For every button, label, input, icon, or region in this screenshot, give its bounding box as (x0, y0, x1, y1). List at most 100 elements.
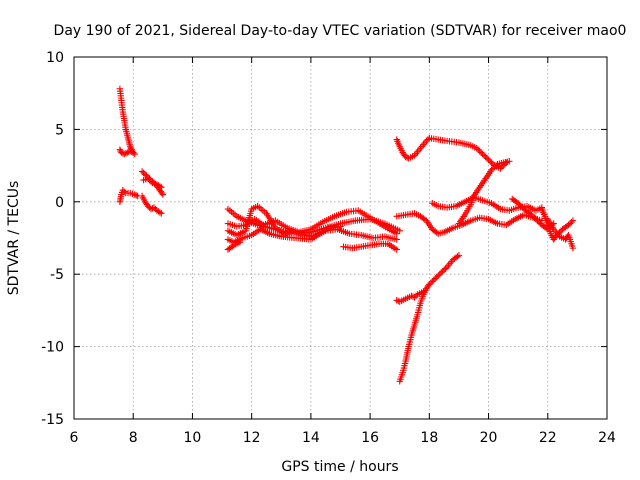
x-tick-label: 10 (184, 430, 202, 446)
data-point (442, 265, 449, 272)
data-point (528, 211, 535, 219)
data-point (492, 162, 500, 169)
data-point (236, 239, 244, 246)
data-point (531, 214, 538, 221)
y-tick-label: -10 (41, 340, 64, 356)
plot-area-border (73, 56, 608, 420)
series-arc-t (538, 205, 577, 243)
chart-title: Day 190 of 2021, Sidereal Day-to-day VTE… (54, 23, 627, 39)
x-tick-label: 24 (598, 430, 616, 446)
data-point (476, 147, 483, 155)
data-point (454, 253, 461, 260)
x-tick-label: 20 (480, 430, 498, 446)
data-point (516, 201, 523, 208)
data-point (506, 158, 513, 165)
data-point (147, 178, 155, 185)
data-point (430, 276, 437, 284)
data-point (411, 294, 418, 301)
series-arc-l (224, 239, 244, 253)
data-point (482, 153, 489, 161)
data-point (229, 243, 236, 250)
data-point (420, 288, 427, 295)
data-point (393, 236, 400, 243)
data-point (121, 188, 128, 195)
y-tick-label: 5 (55, 122, 64, 138)
series-arc-n (429, 194, 546, 214)
data-point (477, 149, 485, 156)
data-point (393, 230, 400, 237)
data-point (483, 155, 491, 162)
series-arc-f (140, 175, 165, 191)
series-arc-d (138, 192, 165, 217)
data-point (429, 278, 436, 285)
data-point (426, 281, 433, 288)
data-point (566, 220, 574, 227)
data-point (568, 218, 575, 226)
data-point (534, 217, 541, 224)
data-point (144, 202, 152, 210)
data-point (437, 269, 445, 276)
y-axis-tick-labels: -15 -10 -5 0 5 10 (41, 50, 64, 428)
data-point (146, 176, 153, 184)
series-arc-q (393, 288, 427, 305)
data-point (128, 148, 135, 156)
data-point (130, 149, 137, 156)
y-tick-label: -5 (50, 267, 64, 283)
data-point (488, 159, 495, 166)
data-point (122, 150, 130, 157)
data-point (455, 252, 463, 259)
data-point (440, 266, 448, 274)
data-point (132, 192, 140, 199)
data-point (569, 217, 577, 224)
data-point (489, 165, 497, 172)
data-point (158, 189, 166, 197)
data-point (127, 145, 135, 152)
series-arc-u (544, 215, 577, 252)
data-point (569, 244, 577, 252)
data-point (491, 163, 498, 171)
series-arc-r (455, 158, 513, 227)
data-point (526, 210, 534, 217)
data-point (436, 271, 443, 278)
data-point (138, 168, 146, 175)
data-point (517, 202, 525, 210)
y-tick-label: 0 (55, 195, 64, 211)
data-point (486, 158, 494, 165)
data-point (480, 152, 488, 159)
data-point (474, 146, 482, 153)
data-point (412, 292, 420, 300)
x-tick-label: 6 (70, 430, 79, 446)
series-arc-o (393, 210, 546, 237)
data-point (158, 210, 165, 217)
data-point (149, 205, 156, 212)
data-point (532, 215, 540, 223)
data-point (393, 246, 400, 253)
data-point (121, 150, 128, 158)
data-point (479, 150, 486, 158)
series-arc-k (340, 240, 400, 253)
data-point (435, 272, 442, 279)
data-point (156, 183, 164, 190)
data-point (432, 275, 439, 282)
data-point (150, 204, 158, 211)
y-tick-label: 10 (46, 50, 64, 66)
data-point (119, 187, 127, 194)
data-point (433, 273, 440, 281)
data-point (156, 209, 164, 216)
x-tick-label: 14 (302, 430, 320, 446)
data-point (485, 156, 492, 164)
data-point (529, 213, 537, 220)
y-tick-label: -15 (41, 412, 64, 428)
data-point (141, 171, 149, 178)
data-point (424, 136, 432, 143)
data-point (535, 218, 543, 226)
data-point (159, 191, 167, 198)
data-point (409, 293, 417, 300)
series-arc-b (116, 146, 137, 158)
x-tick-label: 8 (129, 430, 138, 446)
series-arc-p (396, 252, 463, 385)
series-arc-s (509, 195, 557, 233)
data-point (488, 166, 495, 174)
